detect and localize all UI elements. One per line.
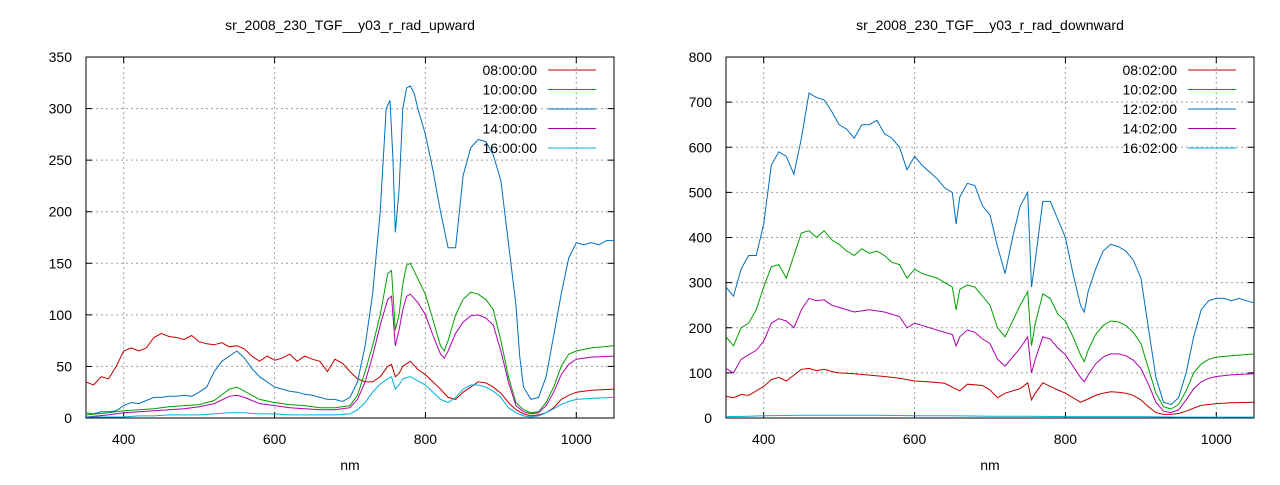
y-tick-label: 0 bbox=[704, 410, 712, 426]
chart-panel-1: sr_2008_230_TGF__y03_r_rad_upward 400 600 8… bbox=[49, 17, 615, 473]
grid bbox=[726, 57, 1254, 418]
series-line-14:00:00 bbox=[86, 293, 614, 418]
x-tick-label: 1000 bbox=[1201, 431, 1232, 447]
series-line-08:00:00 bbox=[86, 332, 614, 417]
y-tick-label: 300 bbox=[689, 275, 713, 291]
x-tick-label: 600 bbox=[263, 431, 287, 447]
legend-label: 14:02:00 bbox=[1123, 121, 1178, 137]
legend-label: 12:02:00 bbox=[1123, 101, 1178, 117]
y-tick-label: 50 bbox=[56, 358, 72, 374]
y-tick-label: 500 bbox=[689, 184, 713, 200]
x-axis-label: nm bbox=[980, 457, 999, 473]
grid bbox=[86, 57, 614, 418]
y-tick-label: 300 bbox=[49, 101, 73, 117]
series-line-08:02:00 bbox=[726, 367, 1254, 415]
legend: 08:00:00 10:00:00 12:00:00 14:00:00 16:00:00 bbox=[483, 62, 596, 156]
y-tick-label: 100 bbox=[49, 307, 73, 323]
y-tick-label: 250 bbox=[49, 152, 73, 168]
legend-label: 08:02:00 bbox=[1123, 62, 1178, 78]
x-tick-label: 400 bbox=[752, 431, 776, 447]
series-group bbox=[726, 92, 1254, 418]
series-line-12:02:00 bbox=[726, 92, 1254, 406]
legend-label: 10:00:00 bbox=[483, 82, 538, 98]
series-line-12:00:00 bbox=[86, 85, 614, 415]
x-tick-label: 400 bbox=[112, 431, 136, 447]
chart-panel-2: sr_2008_230_TGF__y03_r_rad_downward 400 60… bbox=[689, 17, 1255, 473]
series-line-16:00:00 bbox=[86, 375, 614, 418]
y-tick-label: 600 bbox=[689, 139, 713, 155]
y-tick-label: 700 bbox=[689, 94, 713, 110]
x-axis-label: nm bbox=[340, 457, 359, 473]
series-line-10:00:00 bbox=[86, 262, 614, 416]
y-tick-label: 0 bbox=[64, 410, 72, 426]
legend: 08:02:00 10:02:00 12:02:00 14:02:00 16:02:00 bbox=[1123, 62, 1236, 156]
series-group bbox=[86, 85, 614, 418]
x-tick-label: 600 bbox=[903, 431, 927, 447]
legend-label: 16:00:00 bbox=[483, 140, 538, 156]
legend-label: 10:02:00 bbox=[1123, 82, 1178, 98]
x-tick-label: 800 bbox=[414, 431, 438, 447]
y-tick-label: 200 bbox=[49, 204, 73, 220]
x-tick-label: 1000 bbox=[561, 431, 592, 447]
y-tick-label: 400 bbox=[689, 230, 713, 246]
legend-label: 08:00:00 bbox=[483, 62, 538, 78]
y-tick-label: 150 bbox=[49, 255, 73, 271]
chart-title: sr_2008_230_TGF__y03_r_rad_downward bbox=[856, 17, 1124, 33]
legend-label: 14:00:00 bbox=[483, 121, 538, 137]
y-tick-label: 100 bbox=[689, 365, 713, 381]
series-line-10:02:00 bbox=[726, 229, 1254, 410]
series-line-16:02:00 bbox=[726, 414, 1254, 418]
y-tick-label: 800 bbox=[689, 49, 713, 65]
x-tick-label: 800 bbox=[1054, 431, 1078, 447]
legend-label: 12:00:00 bbox=[483, 101, 538, 117]
legend-label: 16:02:00 bbox=[1123, 140, 1178, 156]
chart-title: sr_2008_230_TGF__y03_r_rad_upward bbox=[225, 17, 475, 33]
plot-frame bbox=[85, 56, 615, 419]
series-line-14:02:00 bbox=[726, 297, 1254, 414]
y-tick-label: 350 bbox=[49, 49, 73, 65]
y-tick-label: 200 bbox=[689, 320, 713, 336]
